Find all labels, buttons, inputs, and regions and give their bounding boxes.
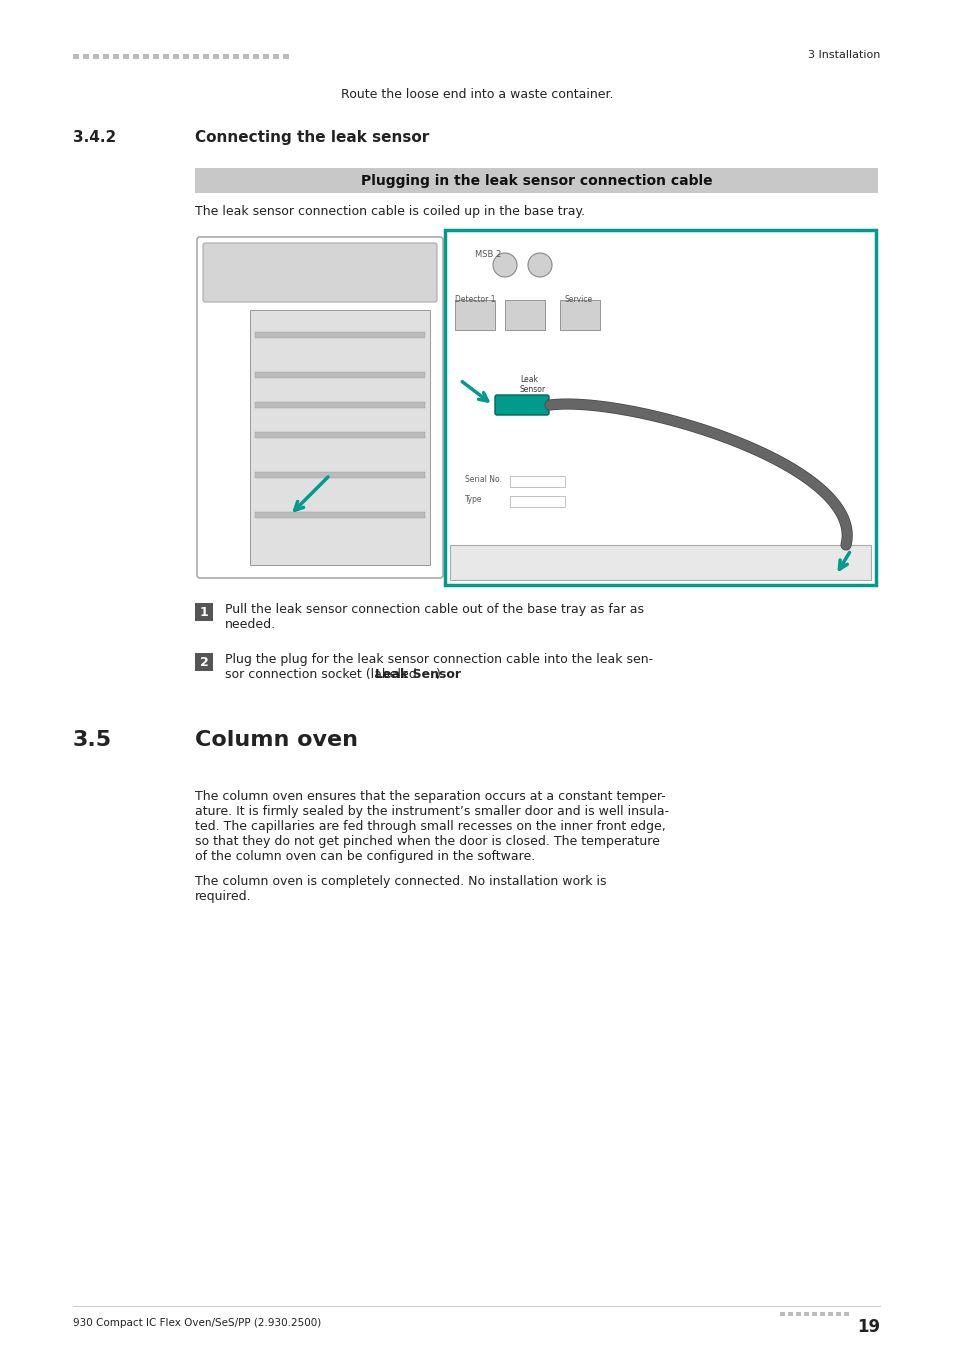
Circle shape bbox=[493, 252, 517, 277]
Bar bbox=[780, 1312, 784, 1316]
Text: The column oven is completely connected. No installation work is: The column oven is completely connected.… bbox=[194, 875, 606, 888]
Bar bbox=[811, 1312, 816, 1316]
Bar bbox=[504, 300, 544, 329]
Text: Pull the leak sensor connection cable out of the base tray as far as: Pull the leak sensor connection cable ou… bbox=[225, 603, 643, 616]
Bar bbox=[803, 1312, 808, 1316]
Bar bbox=[223, 54, 229, 59]
Text: 3.4.2: 3.4.2 bbox=[73, 130, 116, 144]
Text: Plug the plug for the leak sensor connection cable into the leak sen-: Plug the plug for the leak sensor connec… bbox=[225, 653, 653, 666]
Bar bbox=[112, 54, 119, 59]
Bar bbox=[73, 54, 79, 59]
Bar bbox=[123, 54, 129, 59]
Text: 1: 1 bbox=[199, 606, 208, 618]
Bar bbox=[203, 54, 209, 59]
Bar bbox=[283, 54, 289, 59]
Bar bbox=[163, 54, 169, 59]
Bar bbox=[92, 54, 99, 59]
Bar bbox=[273, 54, 278, 59]
FancyBboxPatch shape bbox=[495, 396, 548, 414]
Text: ).: ). bbox=[436, 668, 444, 680]
Bar bbox=[243, 54, 249, 59]
Text: ature. It is firmly sealed by the instrument’s smaller door and is well insula-: ature. It is firmly sealed by the instru… bbox=[194, 805, 668, 818]
Bar bbox=[132, 54, 139, 59]
Text: Plugging in the leak sensor connection cable: Plugging in the leak sensor connection c… bbox=[360, 174, 712, 188]
Bar bbox=[143, 54, 149, 59]
Bar bbox=[827, 1312, 832, 1316]
Bar bbox=[787, 1312, 792, 1316]
Bar bbox=[103, 54, 109, 59]
Bar bbox=[213, 54, 219, 59]
Bar bbox=[194, 653, 213, 671]
FancyBboxPatch shape bbox=[203, 243, 436, 302]
Bar bbox=[843, 1312, 848, 1316]
Bar bbox=[172, 54, 179, 59]
Bar bbox=[253, 54, 258, 59]
Bar bbox=[254, 472, 424, 478]
Bar bbox=[450, 545, 870, 580]
Text: Route the loose end into a waste container.: Route the loose end into a waste contain… bbox=[340, 88, 613, 101]
Text: ted. The capillaries are fed through small recesses on the inner front edge,: ted. The capillaries are fed through sma… bbox=[194, 819, 665, 833]
Text: needed.: needed. bbox=[225, 618, 275, 630]
Bar bbox=[510, 477, 564, 487]
Text: Type: Type bbox=[464, 495, 482, 504]
Text: Service: Service bbox=[564, 296, 593, 304]
Text: Leak Sensor: Leak Sensor bbox=[375, 668, 461, 680]
Text: The leak sensor connection cable is coiled up in the base tray.: The leak sensor connection cable is coil… bbox=[194, 205, 584, 217]
Bar bbox=[455, 300, 495, 329]
Text: 3.5: 3.5 bbox=[73, 730, 112, 751]
Text: MSB 2: MSB 2 bbox=[475, 250, 500, 259]
Text: Column oven: Column oven bbox=[194, 730, 357, 751]
FancyBboxPatch shape bbox=[196, 238, 442, 578]
Bar bbox=[254, 512, 424, 518]
Bar bbox=[263, 54, 269, 59]
Text: sor connection socket (labeled: sor connection socket (labeled bbox=[225, 668, 420, 680]
Bar bbox=[193, 54, 199, 59]
Text: 3 Installation: 3 Installation bbox=[807, 50, 879, 59]
Text: Leak
Sensor: Leak Sensor bbox=[519, 375, 545, 394]
Bar bbox=[83, 54, 89, 59]
Bar bbox=[250, 310, 430, 566]
Text: Connecting the leak sensor: Connecting the leak sensor bbox=[194, 130, 429, 144]
Bar bbox=[254, 432, 424, 437]
Bar bbox=[510, 495, 564, 508]
Text: 19: 19 bbox=[856, 1318, 879, 1336]
Bar bbox=[559, 300, 599, 329]
Bar bbox=[194, 603, 213, 621]
Text: 930 Compact IC Flex Oven/SeS/PP (2.930.2500): 930 Compact IC Flex Oven/SeS/PP (2.930.2… bbox=[73, 1318, 321, 1328]
Bar bbox=[194, 167, 877, 193]
Bar bbox=[233, 54, 239, 59]
Bar bbox=[254, 402, 424, 408]
Bar bbox=[254, 373, 424, 378]
Bar bbox=[444, 230, 875, 585]
Text: so that they do not get pinched when the door is closed. The temperature: so that they do not get pinched when the… bbox=[194, 836, 659, 848]
Bar bbox=[820, 1312, 824, 1316]
Circle shape bbox=[527, 252, 552, 277]
Text: required.: required. bbox=[194, 890, 252, 903]
Bar bbox=[795, 1312, 801, 1316]
Text: Serial No.: Serial No. bbox=[464, 475, 501, 485]
Text: Detector 1: Detector 1 bbox=[455, 296, 495, 304]
Bar bbox=[152, 54, 159, 59]
Bar bbox=[183, 54, 189, 59]
Bar bbox=[254, 332, 424, 338]
Text: of the column oven can be configured in the software.: of the column oven can be configured in … bbox=[194, 850, 535, 863]
Bar bbox=[835, 1312, 841, 1316]
Text: 2: 2 bbox=[199, 656, 208, 668]
Text: The column oven ensures that the separation occurs at a constant temper-: The column oven ensures that the separat… bbox=[194, 790, 665, 803]
